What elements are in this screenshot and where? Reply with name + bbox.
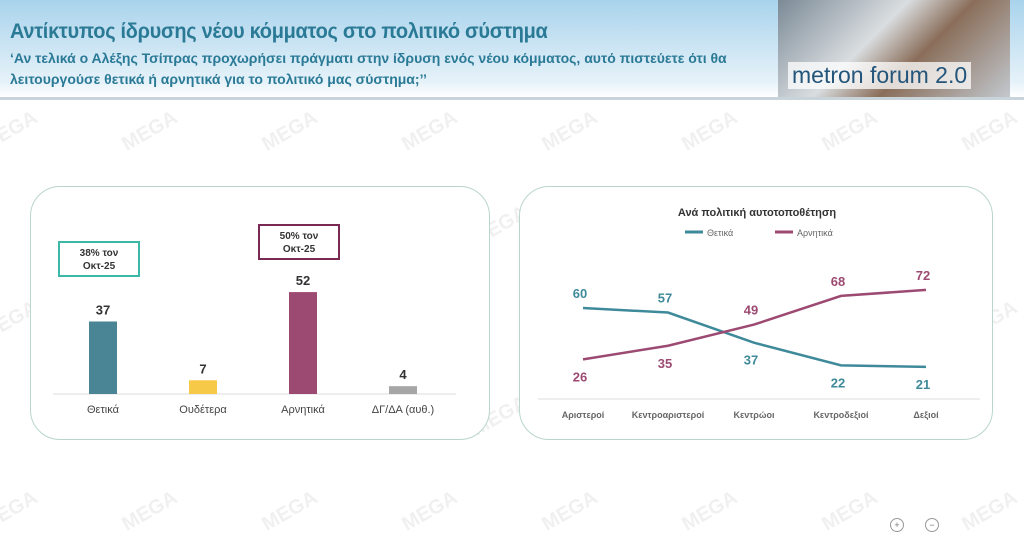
category-label: Δεξιοί [913, 410, 939, 420]
line-chart-panel: Ανά πολιτική αυτοτοποθέτηση Θετικά Αρνητικ… [519, 186, 993, 440]
category-label: Αρνητικά [281, 404, 325, 416]
mega-watermark: MEGA [958, 486, 1022, 536]
data-label: 7 [199, 361, 206, 376]
legend-label: Αρνητικά [797, 228, 833, 238]
mega-watermark: MEGA [818, 106, 882, 156]
mega-watermark: MEGA [538, 106, 602, 156]
mega-watermark: MEGA [678, 106, 742, 156]
data-label: 72 [916, 268, 930, 283]
question-text: ‘Αν τελικά ο Αλέξης Τσίπρας προχωρήσει π… [10, 50, 727, 87]
data-label: 57 [658, 291, 672, 306]
bar-1 [189, 380, 217, 394]
annotation-text: 38% τον [80, 248, 119, 259]
annotation-text: 50% τον [280, 231, 319, 242]
metron-forum-logo: metron forum 2.0 [778, 0, 1010, 97]
bar-chart-panel: 37 Θετικά 7 Ουδέτερα 52 Αρνητικά 4 ΔΓ/ΔΑ (αυθ.)… [30, 186, 490, 440]
data-label: 26 [573, 369, 587, 384]
mega-watermark: MEGA [818, 486, 882, 536]
mega-watermark: MEGA [678, 486, 742, 536]
line-chart: Ανά πολιτική αυτοτοποθέτηση Θετικά Αρνητικ… [538, 207, 980, 420]
category-label: Ουδέτερα [179, 404, 227, 416]
data-label: 49 [744, 303, 758, 318]
zoom-out-button[interactable]: − [925, 518, 939, 532]
annotation-text: Οκτ-25 [283, 244, 316, 255]
bar-2 [289, 292, 317, 394]
category-label: ΔΓ/ΔΑ (αυθ.) [372, 404, 434, 416]
annotation-box [258, 224, 340, 260]
data-label: 37 [744, 353, 758, 368]
chart-title: Ανά πολιτική αυτοτοποθέτηση [678, 207, 836, 219]
mega-watermark: MEGA [258, 106, 322, 156]
category-label: Θετικά [87, 404, 120, 416]
data-label: 52 [296, 273, 310, 288]
legend-label: Θετικά [707, 228, 733, 238]
zoom-in-button[interactable]: + [890, 518, 904, 532]
mega-watermark: MEGA [958, 106, 1022, 156]
data-label: 4 [399, 367, 407, 382]
annotation-text: Οκτ-25 [83, 261, 116, 272]
series-line-1 [582, 288, 927, 361]
category-label: Κεντροδεξιοί [813, 410, 869, 420]
data-label: 21 [916, 377, 930, 392]
data-label: 68 [831, 274, 845, 289]
page-title: Αντίκτυπος ίδρυσης νέου κόμματος στο πολ… [10, 20, 548, 43]
mega-watermark: MEGA [118, 486, 182, 536]
annotation-box [58, 241, 140, 277]
mega-watermark: MEGA [0, 486, 42, 536]
bar-0 [89, 321, 117, 394]
header-banner: Αντίκτυπος ίδρυσης νέου κόμματος στο πολ… [0, 0, 1024, 100]
category-label: Κεντροαριστεροί [632, 410, 705, 420]
data-label: 37 [96, 302, 110, 317]
category-label: Αριστεροί [562, 410, 605, 420]
mega-watermark: MEGA [118, 106, 182, 156]
mega-watermark: MEGA [398, 106, 462, 156]
series-line-0 [582, 306, 927, 369]
data-label: 60 [573, 286, 587, 301]
logo-text: metron forum 2.0 [788, 62, 972, 89]
data-label: 35 [658, 356, 672, 371]
mega-watermark: MEGA [398, 486, 462, 536]
mega-watermark: MEGA [258, 486, 322, 536]
bar-chart: 37 Θετικά 7 Ουδέτερα 52 Αρνητικά 4 ΔΓ/ΔΑ (αυθ.)… [53, 224, 456, 416]
mega-watermark: MEGA [538, 486, 602, 536]
data-label: 22 [831, 375, 845, 390]
category-label: Κεντρώοι [734, 410, 775, 420]
bar-3 [389, 386, 417, 394]
mega-watermark: MEGA [0, 106, 42, 156]
